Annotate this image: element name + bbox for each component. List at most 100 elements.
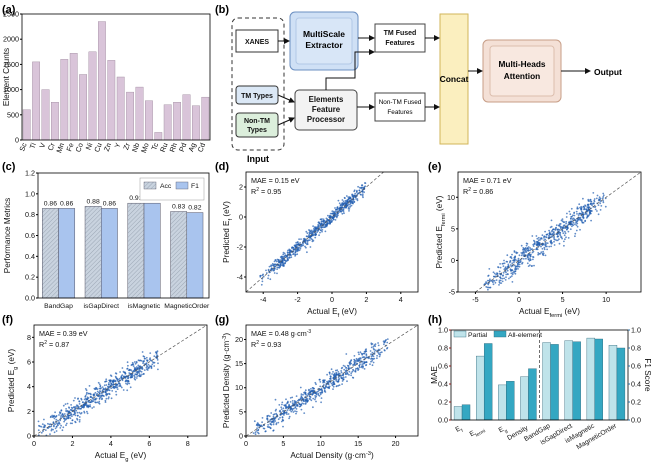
point-g: [359, 363, 361, 366]
point-e: [506, 273, 509, 275]
ytick-label-right-h: 0.0: [631, 416, 641, 425]
point-d: [331, 219, 333, 222]
point-f: [54, 416, 57, 418]
point-f: [55, 418, 58, 421]
point-e: [596, 194, 599, 197]
point-e: [553, 236, 555, 239]
mae-g: MAE = 0.48 g·cm-3: [251, 329, 311, 338]
identity-line-e: [475, 171, 642, 293]
legend-swatch-partial: [453, 330, 467, 338]
point-f: [143, 360, 146, 362]
point-g: [386, 338, 389, 340]
xtick-label-MagneticOrder: MagneticOrder: [164, 303, 210, 310]
point-d: [334, 219, 337, 221]
point-f: [73, 410, 76, 413]
point-e: [498, 270, 501, 273]
xtick-label-d: 2: [364, 295, 368, 304]
point-e: [535, 243, 538, 246]
point-f: [110, 387, 113, 390]
point-e: [507, 263, 510, 266]
ylabel-f-part: Predicted E: [7, 369, 16, 412]
point-e: [513, 270, 515, 273]
point-f: [66, 417, 69, 419]
point-d: [347, 198, 350, 201]
xtick-label-g: 15: [354, 439, 362, 448]
point-d: [273, 272, 276, 274]
point-f: [151, 361, 154, 363]
xtick-label-isMagnetic: isMagnetic: [128, 303, 161, 310]
point-d: [267, 274, 270, 277]
point-g: [296, 405, 299, 407]
point-g: [295, 412, 297, 415]
point-e: [529, 247, 531, 249]
ylabel-c: Performance Metrics: [3, 198, 12, 274]
point-f: [141, 373, 143, 376]
point-f: [113, 385, 115, 388]
point-g: [312, 387, 314, 389]
point-g: [299, 386, 302, 389]
point-e: [499, 282, 501, 284]
ytick-label-right-h: 0.2: [631, 398, 641, 407]
point-e: [532, 243, 535, 246]
point-e: [541, 234, 544, 237]
point-f: [133, 367, 136, 369]
point-d: [316, 231, 318, 234]
point-g: [344, 365, 346, 368]
point-f: [121, 367, 124, 369]
point-g: [275, 408, 277, 411]
point-f: [55, 426, 58, 428]
bar-Zr: [126, 91, 135, 141]
input-label: Input: [247, 154, 269, 164]
point-d: [347, 203, 350, 206]
point-d: [310, 238, 313, 240]
xtick-label-g: 20: [392, 439, 400, 448]
point-d: [348, 210, 350, 212]
point-e: [497, 266, 500, 269]
point-f: [135, 366, 138, 368]
mae-e: MAE = 0.71 eV: [463, 176, 512, 185]
point-e: [584, 204, 586, 207]
legend-swatch-f1: [175, 181, 189, 190]
point-f: [133, 374, 136, 377]
point-e: [561, 237, 563, 240]
ytick-label-d: -4: [237, 273, 243, 282]
xtick-label-f: 2: [70, 439, 74, 448]
point-g: [297, 398, 300, 401]
point-e: [579, 228, 581, 231]
point-g: [270, 412, 273, 414]
point-f: [41, 438, 43, 440]
r2-g-part: 2: [256, 340, 259, 346]
point-g: [320, 401, 322, 404]
point-e: [505, 271, 507, 274]
point-d: [283, 264, 285, 267]
point-g: [333, 372, 336, 375]
point-g: [306, 394, 309, 397]
xlabel-f: Actual Eg (eV): [95, 451, 147, 463]
point-f: [156, 359, 159, 361]
bar-All-element-Density: [528, 368, 537, 421]
point-f: [90, 393, 92, 396]
tm-fused-label-2: Features: [385, 40, 414, 47]
point-f: [50, 428, 53, 431]
point-f: [98, 387, 101, 390]
point-e: [566, 212, 568, 215]
point-g: [261, 417, 264, 419]
bar-Acc-isMagnetic: [127, 202, 145, 299]
point-e: [546, 245, 548, 248]
point-e: [535, 235, 538, 237]
point-d: [283, 259, 286, 262]
point-f: [69, 417, 72, 420]
bar-Ni: [88, 51, 97, 141]
point-e: [576, 206, 579, 209]
point-d: [277, 264, 280, 266]
point-g: [363, 362, 366, 365]
point-g: [319, 381, 322, 383]
point-f: [150, 367, 153, 370]
point-g: [264, 430, 267, 433]
point-d: [299, 247, 302, 250]
point-g: [310, 399, 313, 402]
point-g: [342, 364, 345, 367]
point-e: [522, 251, 524, 254]
point-f: [142, 362, 144, 364]
point-g: [372, 345, 375, 348]
